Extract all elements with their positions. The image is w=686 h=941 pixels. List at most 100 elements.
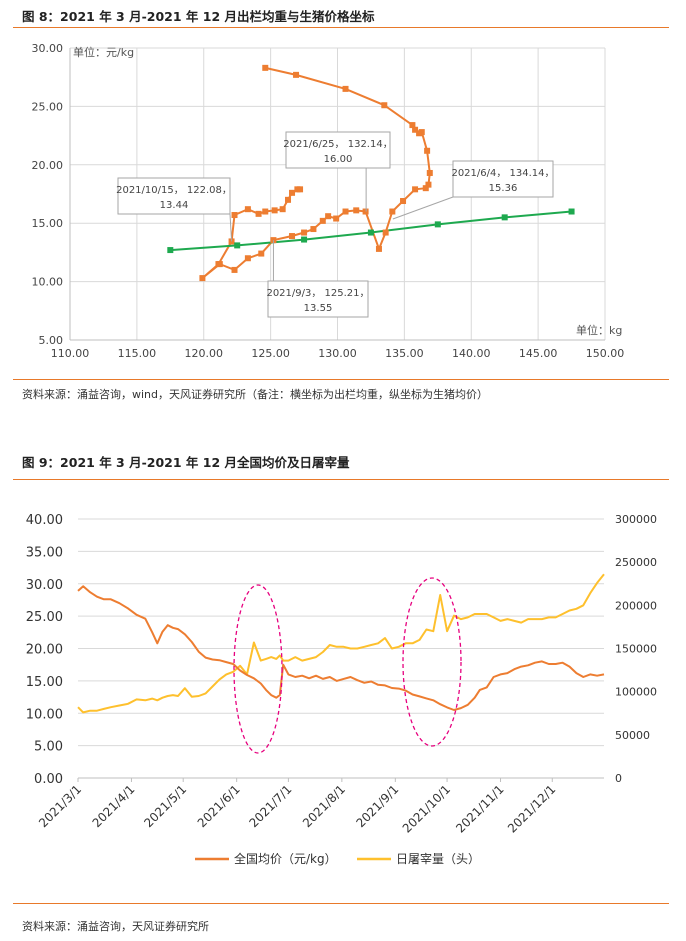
chart8-annotation-line2: 15.36 bbox=[489, 183, 518, 194]
chart9-right-tick-labels: 0 50000 100000 150000 200000 250000 300000 bbox=[615, 513, 657, 785]
highlight-ellipse-june bbox=[233, 584, 283, 754]
figure9-title: 图 9：2021 年 3 月-2021 年 12 月全国均价及日屠宰量 bbox=[22, 455, 350, 470]
chart8-point bbox=[325, 213, 332, 220]
chart8-point bbox=[342, 208, 349, 215]
chart8-point bbox=[289, 189, 296, 196]
chart8-annotation-line1: 2021/10/15， 122.08， bbox=[116, 185, 232, 196]
chart8-x-tick: 120.00 bbox=[185, 347, 224, 360]
chart8-point bbox=[389, 208, 396, 215]
chart8-y-tick: 25.00 bbox=[32, 100, 64, 113]
chart8-point bbox=[353, 207, 360, 214]
chart8-point bbox=[319, 217, 326, 224]
chart8-x-tick: 130.00 bbox=[318, 347, 357, 360]
chart9-x-tick: 2021/9/1 bbox=[353, 782, 401, 830]
chart8-point bbox=[244, 206, 251, 213]
chart9-left-tick: 0.00 bbox=[34, 772, 63, 787]
figure8-source: 资料来源：涌益咨询，wind，天风证券研究所（备注：横坐标为出栏均重，纵坐标为生… bbox=[22, 388, 489, 401]
chart8-annotation-box bbox=[285, 131, 391, 169]
figure9-source: 资料来源：涌益咨询，天风证券研究所 bbox=[22, 920, 209, 933]
chart9-right-tick: 50000 bbox=[615, 729, 650, 742]
chart8-point bbox=[271, 207, 278, 214]
chart8-point bbox=[231, 266, 238, 273]
chart9-left-tick: 15.00 bbox=[26, 675, 63, 690]
chart8-x-tick: 125.00 bbox=[251, 347, 290, 360]
chart9-x-tick: 2021/3/1 bbox=[36, 782, 84, 830]
chart9-right-tick: 200000 bbox=[615, 599, 657, 612]
chart9-x-tick: 2021/6/1 bbox=[195, 782, 243, 830]
chart8-point bbox=[301, 229, 308, 236]
figure8-title-rule bbox=[13, 27, 669, 28]
chart8-y-tick: 10.00 bbox=[32, 276, 64, 289]
chart8-y-tick: 5.00 bbox=[39, 334, 64, 347]
highlight-ellipse-september bbox=[402, 577, 462, 747]
chart8-y-tick: 30.00 bbox=[32, 42, 64, 55]
chart8-annotation-box bbox=[117, 177, 231, 215]
chart9-right-tick: 250000 bbox=[615, 556, 657, 569]
chart8-annotation-box bbox=[452, 160, 554, 198]
chart8-annotation-line2: 16.00 bbox=[324, 154, 353, 165]
chart8-annotation-leader bbox=[392, 196, 454, 220]
figure8-scatter-chart: 110.00 115.00 120.00 125.00 130.00 135.00 140.… bbox=[32, 42, 625, 360]
chart8-x-tick: 135.00 bbox=[385, 347, 424, 360]
chart8-point bbox=[231, 212, 238, 219]
chart8-point bbox=[255, 210, 262, 217]
chart9-series-lines bbox=[77, 573, 605, 714]
chart8-point bbox=[424, 147, 431, 154]
chart9-left-tick: 10.00 bbox=[26, 707, 63, 722]
chart8-annotation-line1: 2021/9/3， 125.21， bbox=[266, 288, 369, 299]
chart9-left-tick: 5.00 bbox=[34, 740, 63, 755]
chart8-point bbox=[418, 129, 425, 136]
chart8-point bbox=[501, 214, 508, 221]
chart8-x-tick: 145.00 bbox=[519, 347, 558, 360]
chart8-annotation-leader bbox=[229, 213, 233, 242]
chart8-point bbox=[244, 255, 251, 262]
chart8-point bbox=[412, 186, 419, 193]
chart9-left-tick: 20.00 bbox=[26, 643, 63, 658]
chart8-point bbox=[568, 208, 575, 215]
chart8-point bbox=[279, 206, 286, 213]
chart8-axes bbox=[69, 48, 605, 341]
chart8-point bbox=[167, 247, 174, 254]
chart8-x-tick: 140.00 bbox=[452, 347, 491, 360]
chart9-left-tick-labels: 0.00 5.00 10.00 15.00 20.00 25.00 30.00 35.00 40… bbox=[26, 513, 63, 787]
chart8-x-tick: 115.00 bbox=[118, 347, 157, 360]
chart9-right-tick: 0 bbox=[615, 772, 622, 785]
legend-label-price: 全国均价（元/kg） bbox=[234, 851, 337, 866]
chart9-right-tick: 300000 bbox=[615, 513, 657, 526]
figure9-line-chart: 0.00 5.00 10.00 15.00 20.00 25.00 30.00 35.00 40… bbox=[26, 513, 657, 866]
chart8-point bbox=[199, 275, 206, 282]
chart9-right-tick: 150000 bbox=[615, 643, 657, 656]
chart8-point bbox=[426, 169, 433, 176]
chart8-point bbox=[362, 208, 369, 215]
chart8-point bbox=[262, 64, 269, 71]
chart8-point bbox=[285, 196, 292, 203]
chart9-series-line-0 bbox=[77, 585, 605, 711]
chart8-point bbox=[293, 71, 300, 78]
chart8-point bbox=[375, 245, 382, 252]
chart8-point bbox=[367, 229, 374, 236]
chart8-x-unit: 单位：kg bbox=[576, 323, 622, 337]
chart8-x-tick: 150.00 bbox=[586, 347, 625, 360]
chart9-x-tick: 2021/10/1 bbox=[400, 782, 453, 835]
chart8-annotation-line2: 13.44 bbox=[160, 200, 189, 211]
figure9-title-rule bbox=[13, 479, 669, 480]
chart9-left-tick: 25.00 bbox=[26, 610, 63, 625]
chart8-point bbox=[258, 250, 265, 257]
chart9-left-tick: 30.00 bbox=[26, 578, 63, 593]
figure8-bottom-rule bbox=[13, 379, 669, 380]
chart8-annotation-box bbox=[267, 280, 369, 318]
chart8-point bbox=[215, 261, 222, 268]
chart8-annotation-line1: 2021/6/4， 134.14， bbox=[451, 168, 554, 179]
chart8-point bbox=[262, 208, 269, 215]
chart8-y-unit: 单位：元/kg bbox=[73, 45, 134, 59]
chart8-point bbox=[425, 181, 432, 188]
chart8-annotation-leaders bbox=[229, 168, 454, 281]
chart8-point bbox=[310, 226, 317, 233]
chart8-point bbox=[301, 236, 308, 243]
chart8-annotation-line1: 2021/6/25， 132.14， bbox=[283, 139, 392, 150]
chart8-annotation-line2: 13.55 bbox=[304, 303, 333, 314]
chart8-point bbox=[381, 102, 388, 109]
chart9-x-tick: 2021/5/1 bbox=[141, 782, 189, 830]
chart8-point bbox=[333, 215, 340, 222]
chart8-point bbox=[289, 233, 296, 240]
